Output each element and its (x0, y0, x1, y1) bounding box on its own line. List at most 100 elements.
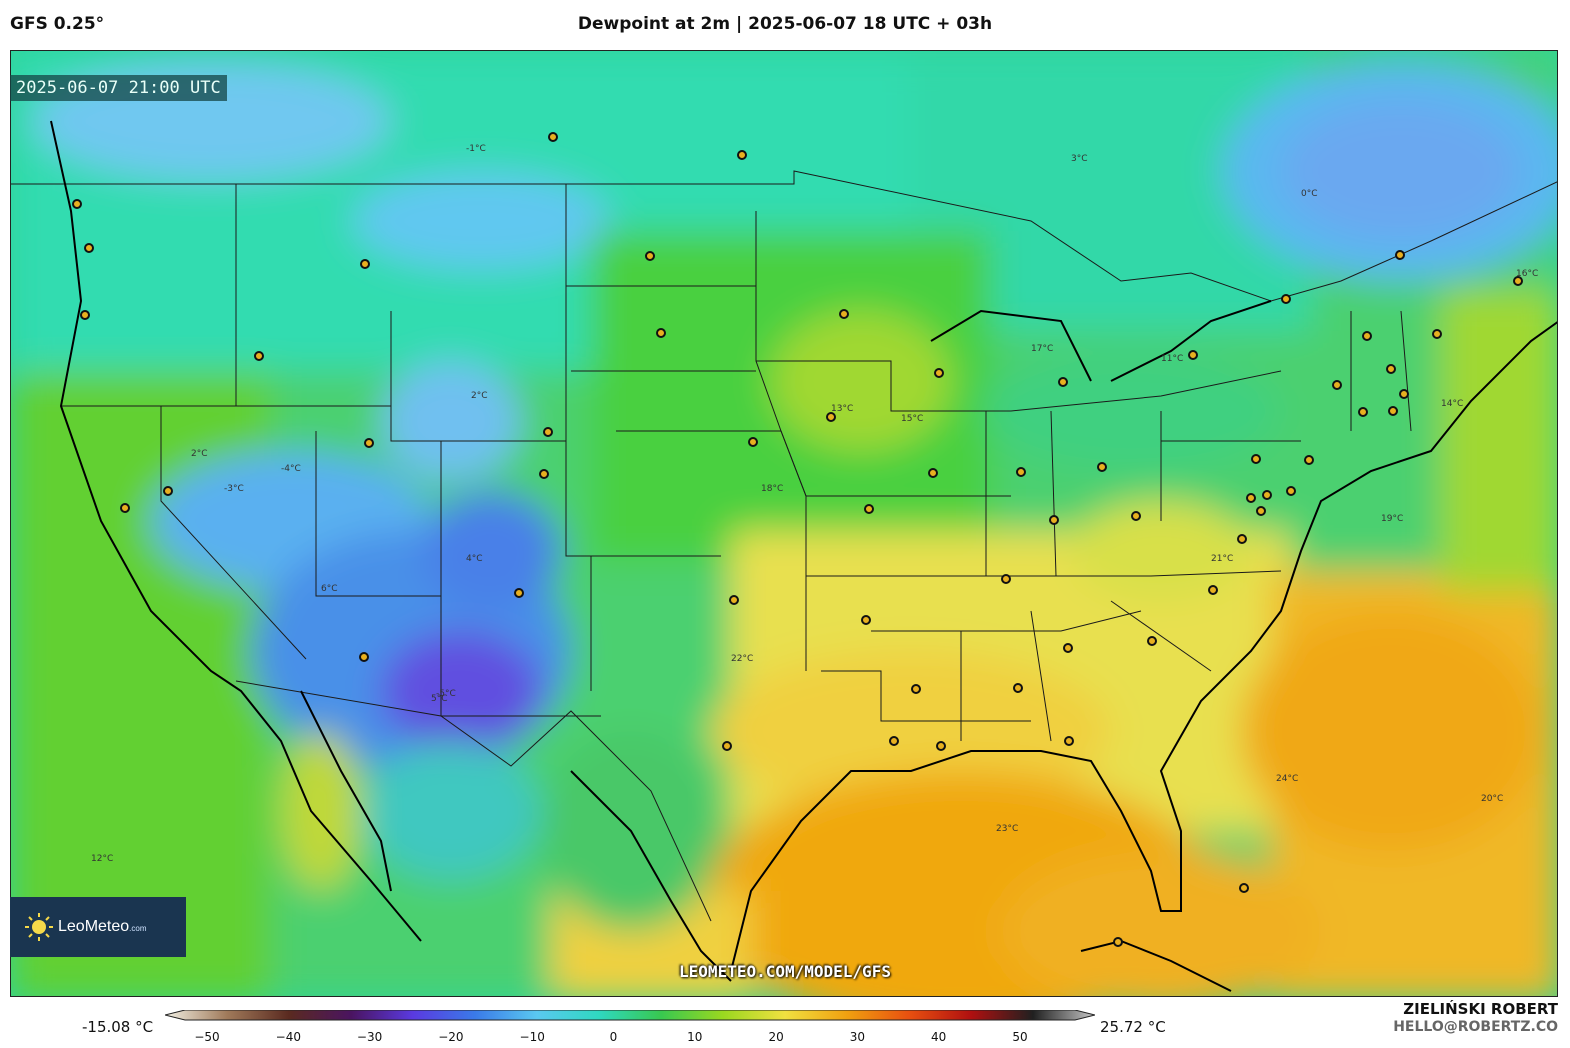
isotherm-label: 16°C (1516, 269, 1538, 279)
isotherm-label: 23°C (996, 824, 1018, 834)
isotherm-label: 15°C (901, 414, 923, 424)
city-marker (1064, 736, 1074, 746)
city-marker (889, 736, 899, 746)
city-marker (934, 368, 944, 378)
city-marker (359, 652, 369, 662)
colorbar-tick-label: 20 (768, 1030, 784, 1044)
city-marker (911, 684, 921, 694)
isotherm-label: 4°C (466, 554, 483, 564)
city-marker (1256, 506, 1266, 516)
isotherm-label: -4°C (281, 464, 301, 474)
model-label: GFS 0.25° (10, 14, 105, 34)
city-marker (80, 310, 90, 320)
city-marker (1262, 490, 1272, 500)
city-marker (360, 259, 370, 269)
valid-time-badge: 2025-06-07 21:00 UTC (10, 75, 227, 101)
city-marker (1251, 454, 1261, 464)
city-marker (748, 437, 758, 447)
city-marker (1362, 331, 1372, 341)
colorbar-tick-label: −10 (519, 1030, 545, 1044)
city-marker (1358, 407, 1368, 417)
isotherm-label: 17°C (1031, 344, 1053, 354)
city-marker (1013, 683, 1023, 693)
city-marker (1395, 250, 1405, 260)
colorbar-tick-label: 30 (849, 1030, 866, 1044)
city-marker (1049, 515, 1059, 525)
city-marker (1246, 493, 1256, 503)
isotherm-label: 14°C (1441, 399, 1463, 409)
city-marker (1001, 574, 1011, 584)
city-marker (84, 243, 94, 253)
site-watermark: LEOMETEO.COM/MODEL/GFS (679, 962, 891, 981)
colorbar-ticks: −50 −40 −30 −20 −10 0 10 20 30 40 50 (165, 1030, 1095, 1046)
city-marker (1432, 329, 1442, 339)
city-marker (163, 486, 173, 496)
leometeo-logo[interactable]: LeoMeteo.com (10, 897, 186, 957)
city-marker (1386, 364, 1396, 374)
isotherm-label: 12°C (91, 854, 113, 864)
colorbar-tick-label: 0 (609, 1030, 618, 1044)
colorbar-tick-label: −20 (438, 1030, 464, 1044)
colorbar-tick-label: 10 (687, 1030, 703, 1044)
isotherm-label: 19°C (1381, 514, 1403, 524)
map-canvas: -1°C 2°C 3°C 0°C -3°C -4°C -5°C 2°C 4°C … (11, 51, 1557, 996)
isotherm-label: 6°C (321, 584, 338, 594)
logo-text: LeoMeteo.com (58, 918, 147, 935)
city-marker (364, 438, 374, 448)
isotherm-label: 2°C (191, 449, 208, 459)
city-marker (826, 412, 836, 422)
colorbar-tick-label: −30 (356, 1030, 383, 1044)
colorbar (165, 1010, 1095, 1021)
city-marker (1237, 534, 1247, 544)
city-marker (1147, 636, 1157, 646)
dewpoint-map[interactable]: -1°C 2°C 3°C 0°C -3°C -4°C -5°C 2°C 4°C … (10, 50, 1558, 997)
city-marker (72, 199, 82, 209)
sun-icon (24, 912, 54, 942)
isotherm-label: 11°C (1161, 354, 1183, 364)
author-email[interactable]: HELLO@ROBERTZ.CO (1393, 1019, 1558, 1035)
isotherm-label: 13°C (831, 404, 853, 414)
isotherm-label: 20°C (1481, 794, 1503, 804)
colorbar-tick-label: −40 (275, 1030, 301, 1044)
isotherm-label: 5°C (431, 694, 448, 704)
chart-title: Dewpoint at 2m | 2025-06-07 18 UTC + 03h (577, 14, 993, 34)
city-marker (1188, 350, 1198, 360)
isotherm-label: 0°C (1301, 189, 1318, 199)
city-marker (254, 351, 264, 361)
borders (11, 170, 1557, 922)
city-marker (1304, 455, 1314, 465)
city-marker (645, 251, 655, 261)
city-marker (1513, 276, 1523, 286)
city-marker (120, 503, 130, 513)
city-marker (1058, 377, 1068, 387)
isotherm-label: 21°C (1211, 554, 1233, 564)
city-marker (722, 741, 732, 751)
city-marker (936, 741, 946, 751)
city-marker (839, 309, 849, 319)
city-marker (729, 595, 739, 605)
coastline (50, 120, 1557, 992)
colorbar-tick-label: 50 (1012, 1030, 1028, 1044)
city-marker (539, 469, 549, 479)
city-marker (656, 328, 666, 338)
isotherm-label: -5°C (436, 689, 456, 699)
city-marker (1388, 406, 1398, 416)
city-marker (1332, 380, 1342, 390)
city-marker (1239, 883, 1249, 893)
isotherm-label: 22°C (731, 654, 753, 664)
isotherm-label: 2°C (471, 391, 488, 401)
dewpoint-field (11, 51, 1557, 996)
isotherm-label: 24°C (1276, 774, 1298, 784)
city-marker (1399, 389, 1409, 399)
isotherm-label: 3°C (1071, 154, 1088, 164)
city-marker (514, 588, 524, 598)
city-marker (1063, 643, 1073, 653)
city-marker (864, 504, 874, 514)
isotherm-label: -3°C (224, 484, 244, 494)
city-marker (737, 150, 747, 160)
city-marker (1281, 294, 1291, 304)
city-marker (543, 427, 553, 437)
isotherm-labels: -1°C 2°C 3°C 0°C -3°C -4°C -5°C 2°C 4°C … (91, 144, 1538, 864)
city-marker (1097, 462, 1107, 472)
colorbar-tick-label: 40 (931, 1030, 947, 1044)
